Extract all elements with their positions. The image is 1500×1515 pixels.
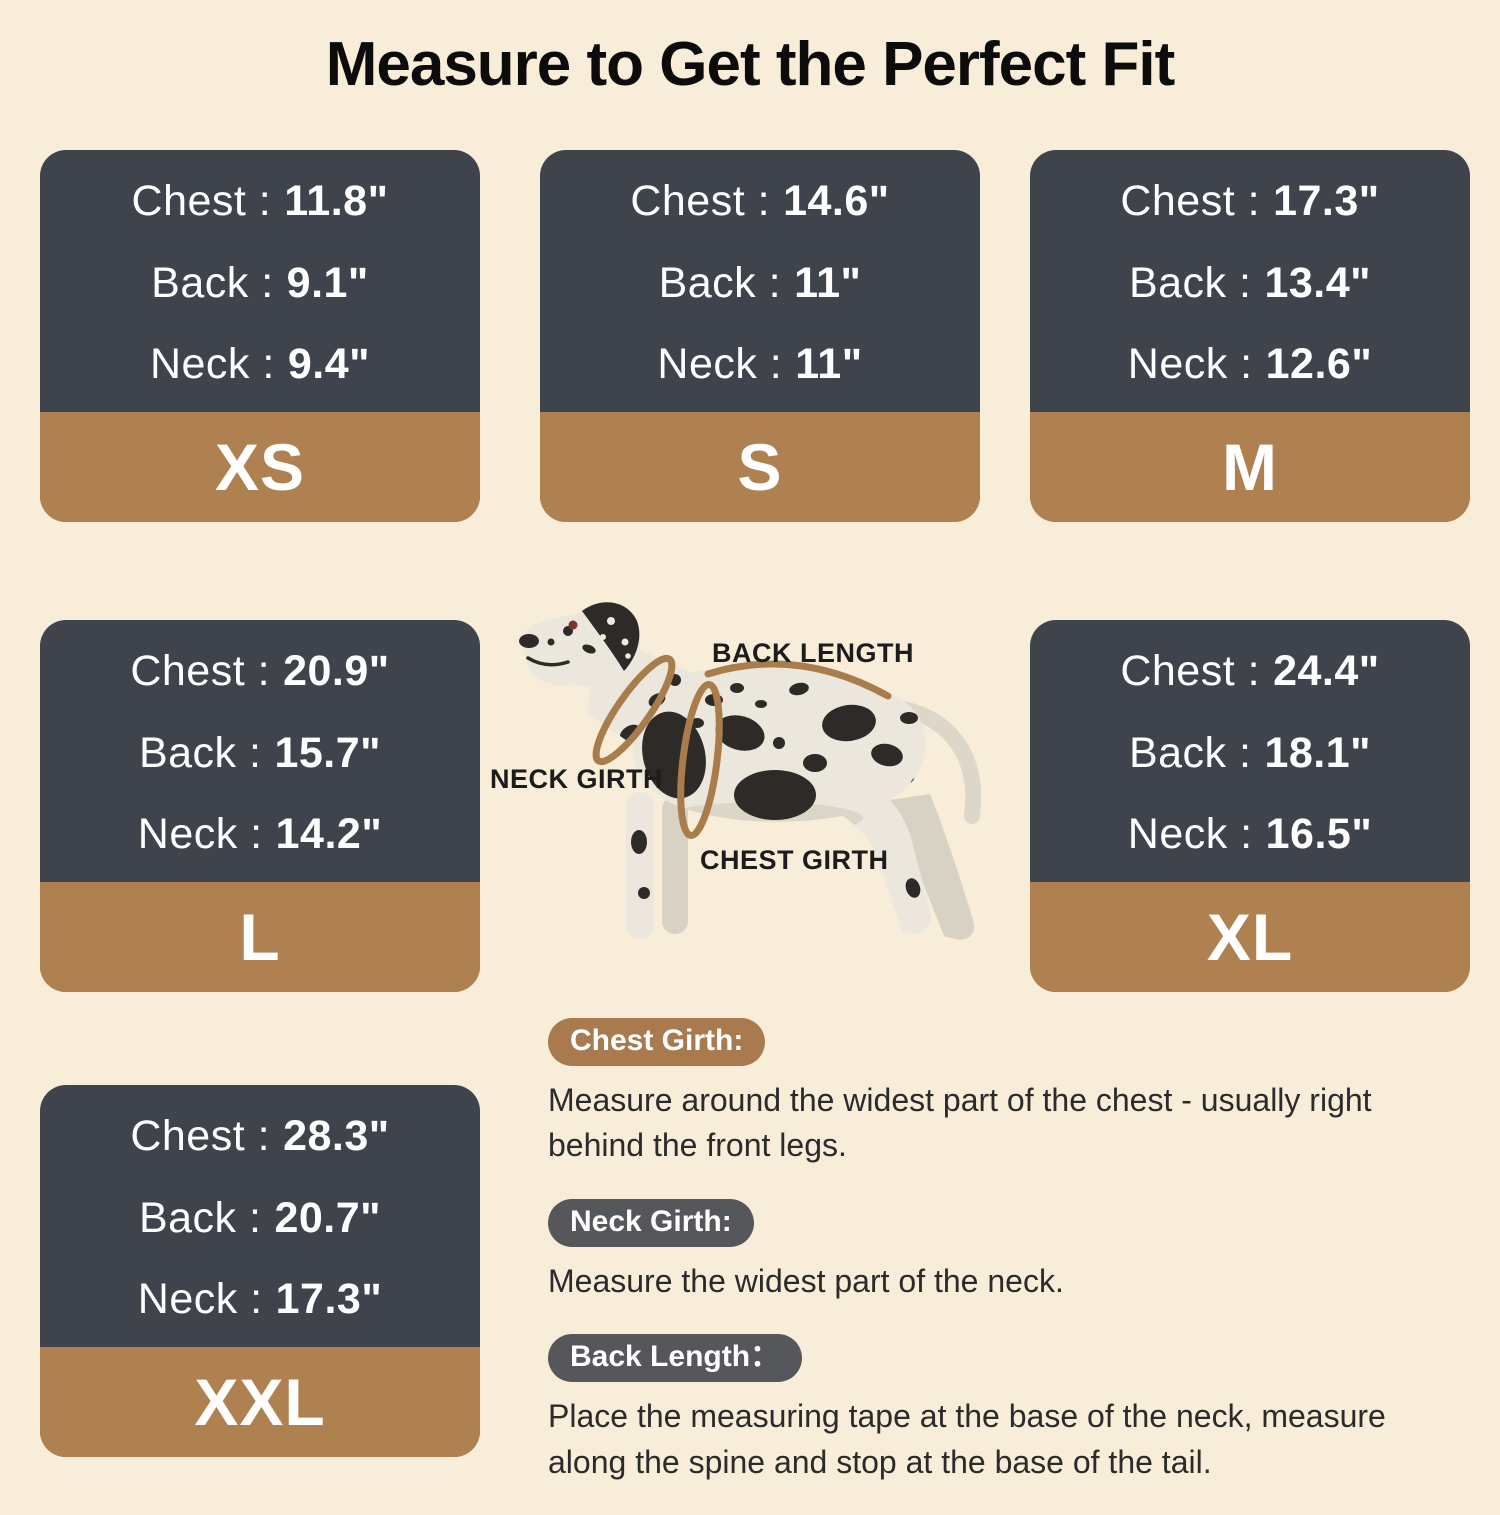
measure-row-neck: Neck :11" (550, 343, 970, 386)
measure-row-back: Back :13.4" (1040, 258, 1460, 307)
measure-value: 13.4" (1264, 258, 1372, 307)
measure-label: Neck : (137, 810, 263, 858)
measure-row-neck: Neck :17.3" (50, 1278, 470, 1321)
size-card-s: Chest :14.6" Back :11" Neck :11" S (540, 150, 980, 522)
dog-eye (568, 620, 578, 630)
measure-label: Neck : (1127, 810, 1253, 858)
measure-label: Chest : (131, 177, 272, 225)
back-length-label: BACK LENGTH (712, 638, 914, 668)
measure-label: Neck : (149, 340, 275, 388)
page-title: Measure to Get the Perfect Fit (325, 30, 1176, 99)
measure-row-chest: Chest :14.6" (550, 180, 970, 223)
measure-label: Chest : (630, 177, 771, 225)
back-length-heading: Back Length： (548, 1334, 803, 1383)
measure-value: 15.7" (274, 728, 382, 777)
measure-value: 20.7" (274, 1193, 382, 1242)
instruction-chest-girth: Chest Girth: Measure around the widest p… (548, 1018, 1464, 1169)
measure-row-chest: Chest :24.4" (1040, 650, 1460, 693)
measure-label: Back : (1128, 258, 1252, 307)
measure-value: 9.1" (286, 258, 369, 307)
measure-row-back: Back :20.7" (50, 1193, 470, 1242)
measure-value: 17.3" (275, 1275, 383, 1323)
measure-row-back: Back :11" (550, 258, 970, 307)
measure-label: Chest : (1120, 647, 1261, 695)
dog-mouth (526, 656, 570, 667)
size-card-xs: Chest :11.8" Back :9.1" Neck :9.4" XS (40, 150, 480, 522)
measure-row-neck: Neck :16.5" (1040, 813, 1460, 856)
size-band-label: S (540, 412, 980, 522)
measuring-instructions: Chest Girth: Measure around the widest p… (548, 1018, 1464, 1515)
dog-far-front-leg (662, 796, 688, 934)
measure-value: 11" (794, 258, 862, 307)
size-card-m: Chest :17.3" Back :13.4" Neck :12.6" M (1030, 150, 1470, 522)
measure-label: Chest : (1120, 177, 1261, 225)
dog-ear-spots (600, 617, 631, 659)
neck-girth-label: NECK GIRTH (490, 764, 663, 794)
dog-far-rear-leg (890, 794, 975, 940)
measure-label: Chest : (130, 1112, 271, 1160)
size-card-measurements: Chest :17.3" Back :13.4" Neck :12.6" (1030, 150, 1470, 412)
measure-label: Back : (658, 258, 782, 307)
measure-row-chest: Chest :17.3" (1040, 180, 1460, 223)
measure-row-chest: Chest :11.8" (50, 180, 470, 223)
measure-value: 14.2" (275, 810, 383, 858)
chest-girth-heading: Chest Girth: (548, 1018, 766, 1066)
size-band-label: M (1030, 412, 1470, 522)
chest-girth-band (677, 681, 723, 839)
measure-value: 9.4" (287, 340, 371, 388)
measure-label: Chest : (130, 647, 271, 695)
measure-value: 16.5" (1265, 810, 1373, 858)
instruction-neck-girth: Neck Girth: Measure the widest part of t… (548, 1198, 1464, 1304)
dog-illustration (519, 602, 982, 940)
measure-value: 12.6" (1265, 340, 1373, 388)
size-band-label: XS (40, 412, 480, 522)
size-card-xxl: Chest :28.3" Back :20.7" Neck :17.3" XXL (40, 1085, 480, 1457)
measure-value: 18.1" (1264, 728, 1372, 777)
size-band-label: XXL (40, 1347, 480, 1457)
measure-value: 17.3" (1273, 177, 1380, 225)
size-card-measurements: Chest :11.8" Back :9.1" Neck :9.4" (40, 150, 480, 412)
measure-row-chest: Chest :20.9" (50, 650, 470, 693)
measure-row-neck: Neck :9.4" (50, 343, 470, 386)
size-band-label: L (40, 882, 480, 992)
measure-row-neck: Neck :12.6" (1040, 343, 1460, 386)
measure-row-chest: Chest :28.3" (50, 1115, 470, 1158)
measure-row-back: Back :9.1" (50, 258, 470, 307)
back-length-description: Place the measuring tape at the base of … (548, 1398, 1386, 1480)
neck-girth-band (592, 654, 676, 766)
measure-row-back: Back :15.7" (50, 728, 470, 777)
neck-girth-heading: Neck Girth: (548, 1198, 754, 1247)
measure-value: 28.3" (283, 1112, 390, 1160)
size-card-measurements: Chest :14.6" Back :11" Neck :11" (540, 150, 980, 412)
measure-row-neck: Neck :14.2" (50, 813, 470, 856)
size-card-l: Chest :20.9" Back :15.7" Neck :14.2" L (40, 620, 480, 992)
chest-girth-label: CHEST GIRTH (700, 845, 889, 875)
instruction-back-length: Back Length： Place the measuring tape at… (548, 1334, 1464, 1485)
measure-value: 24.4" (1273, 647, 1380, 695)
dog-ear (582, 602, 640, 671)
measure-label: Neck : (1127, 340, 1253, 388)
size-card-measurements: Chest :20.9" Back :15.7" Neck :14.2" (40, 620, 480, 882)
dog-nose (519, 634, 539, 648)
back-length-arc (704, 660, 892, 700)
measure-value: 11.8" (284, 177, 389, 225)
measure-value: 14.6" (783, 177, 890, 225)
measure-label: Back : (151, 258, 274, 307)
neck-girth-description: Measure the widest part of the neck. (548, 1262, 1064, 1299)
measure-label: Neck : (137, 1275, 263, 1323)
measure-label: Back : (138, 1193, 262, 1242)
dog-tail (890, 700, 982, 824)
measure-label: Back : (1128, 728, 1252, 777)
measure-value: 20.9" (283, 647, 390, 695)
measure-label: Back : (138, 728, 262, 777)
size-band-label: XL (1030, 882, 1470, 992)
size-card-measurements: Chest :28.3" Back :20.7" Neck :17.3" (40, 1085, 480, 1347)
measure-row-back: Back :18.1" (1040, 728, 1460, 777)
size-card-measurements: Chest :24.4" Back :18.1" Neck :16.5" (1030, 620, 1470, 882)
chest-girth-description: Measure around the widest part of the ch… (548, 1082, 1372, 1164)
size-card-xl: Chest :24.4" Back :18.1" Neck :16.5" XL (1030, 620, 1470, 992)
measure-label: Neck : (657, 340, 783, 388)
measure-value: 11" (795, 340, 863, 388)
